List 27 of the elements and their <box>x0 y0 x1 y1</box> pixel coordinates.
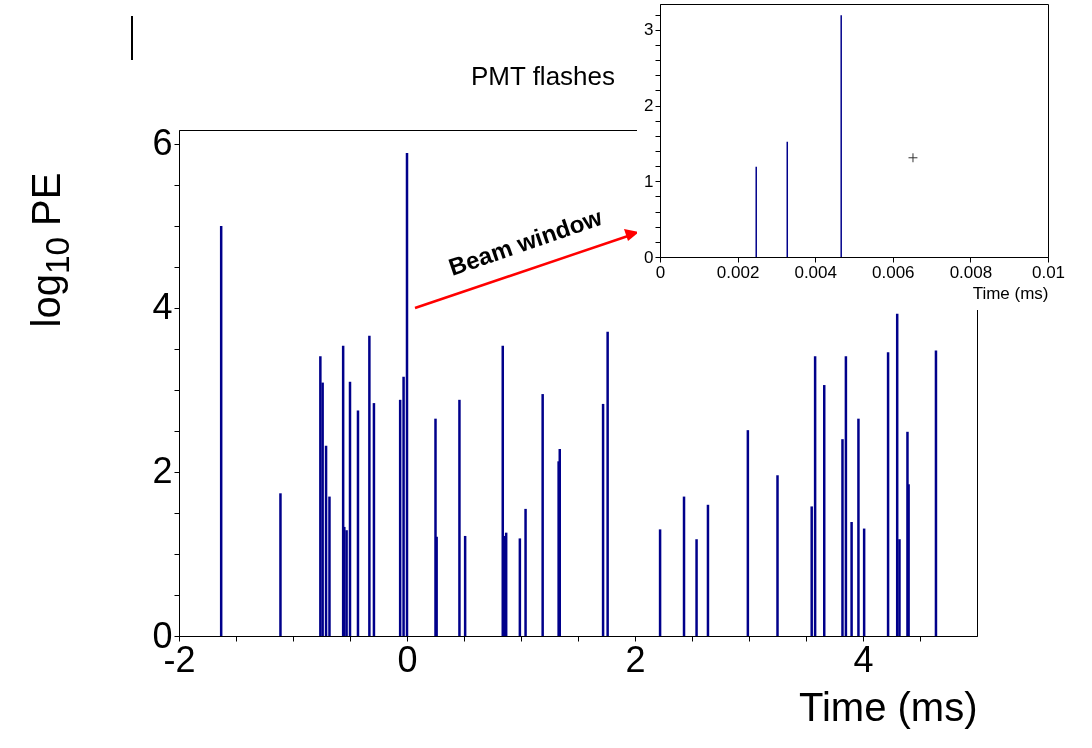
bar <box>524 508 527 636</box>
bar <box>695 539 698 636</box>
bar <box>776 475 779 636</box>
chart-title: PMT flashes <box>470 60 616 91</box>
annotation: Beam window <box>445 203 606 281</box>
x-tick-label: 0.008 <box>949 262 993 282</box>
bar <box>606 331 609 636</box>
y-tick-label: 2 <box>152 450 173 492</box>
x-axis-title: Time (ms) <box>972 283 1049 303</box>
y-tick-label: 2 <box>644 96 654 115</box>
bar <box>368 335 371 636</box>
x-tick-label: 4 <box>853 638 874 680</box>
bar <box>850 522 853 636</box>
y-tick-label: 6 <box>152 122 173 164</box>
x-tick-label: 0 <box>397 638 418 680</box>
x-axis-title: Time (ms) <box>799 685 978 730</box>
x-tick-label: 0.006 <box>872 262 915 282</box>
bar <box>541 394 544 636</box>
y-tick-label: 0 <box>644 247 654 267</box>
bar <box>279 493 282 636</box>
bar <box>458 399 461 636</box>
y-tick-label: 1 <box>644 171 654 191</box>
x-tick-label: 0.01 <box>1031 262 1066 282</box>
bar <box>857 418 860 636</box>
y-tick-label: 3 <box>644 20 654 40</box>
x-tick-label: 0.002 <box>716 262 760 282</box>
x-tick-label: 0.004 <box>794 262 837 282</box>
